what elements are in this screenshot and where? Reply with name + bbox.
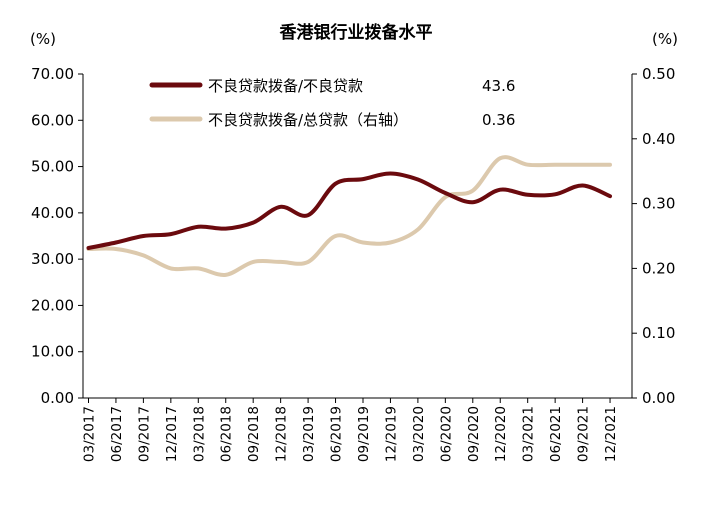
x-tick-label: 03/2020 bbox=[411, 406, 427, 462]
left-tick-label: 60.00 bbox=[31, 111, 74, 129]
legend-label-provision-to-loans: 不良贷款拨备/总贷款（右轴） bbox=[208, 111, 408, 129]
x-tick-label: 03/2019 bbox=[301, 406, 317, 462]
left-tick-label: 20.00 bbox=[31, 296, 74, 314]
right-tick-label: 0.20 bbox=[642, 259, 675, 277]
x-tick-label: 12/2020 bbox=[493, 406, 509, 462]
x-tick-label: 06/2017 bbox=[109, 406, 125, 462]
right-tick-label: 0.50 bbox=[642, 65, 675, 83]
chart-title: 香港银行业拨备水平 bbox=[280, 22, 433, 43]
legend-label-npl-coverage: 不良贷款拨备/不良贷款 bbox=[208, 77, 363, 95]
x-tick-label: 09/2021 bbox=[576, 406, 592, 462]
legend-value-npl-coverage: 43.6 bbox=[482, 77, 515, 95]
left-tick-label: 50.00 bbox=[31, 158, 74, 176]
x-tick-label: 06/2020 bbox=[438, 406, 454, 462]
left-axis-unit: (%) bbox=[30, 30, 56, 48]
left-tick-label: 0.00 bbox=[41, 389, 74, 407]
right-tick-label: 0.00 bbox=[642, 389, 675, 407]
x-tick-label: 03/2018 bbox=[191, 406, 207, 462]
x-tick-label: 09/2018 bbox=[246, 406, 262, 462]
series-line-npl-coverage bbox=[86, 171, 612, 250]
right-tick-label: 0.40 bbox=[642, 130, 675, 148]
legend-value-provision-to-loans: 0.36 bbox=[482, 111, 515, 129]
legend: 不良贷款拨备/不良贷款 43.6 不良贷款拨备/总贷款（右轴） 0.36 bbox=[149, 77, 515, 129]
x-tick-label: 12/2019 bbox=[383, 406, 399, 462]
right-axis-unit: (%) bbox=[652, 30, 678, 48]
x-tick-label: 06/2018 bbox=[219, 406, 235, 462]
right-tick-label: 0.30 bbox=[642, 195, 675, 213]
right-tick-label: 0.10 bbox=[642, 324, 675, 342]
x-tick-label: 03/2017 bbox=[81, 406, 97, 462]
x-tick-label: 09/2017 bbox=[136, 406, 152, 462]
x-tick-label: 12/2021 bbox=[603, 406, 619, 462]
x-tick-label: 09/2020 bbox=[466, 406, 482, 462]
x-tick-label: 03/2021 bbox=[521, 406, 537, 462]
axes: 0.00 10.00 20.00 30.00 40.00 50.00 60.00 70.00 0… bbox=[31, 65, 675, 462]
x-tick-label: 09/2019 bbox=[356, 406, 372, 462]
left-tick-label: 30.00 bbox=[31, 250, 74, 268]
left-tick-label: 70.00 bbox=[31, 65, 74, 83]
left-tick-label: 10.00 bbox=[31, 343, 74, 361]
x-tick-label: 12/2018 bbox=[274, 406, 290, 462]
series-line-provision-to-loans bbox=[86, 155, 612, 277]
x-tick-label: 12/2017 bbox=[164, 406, 180, 462]
x-tick-label: 06/2019 bbox=[329, 406, 345, 462]
series-layer bbox=[86, 155, 612, 277]
x-tick-label: 06/2021 bbox=[548, 406, 564, 462]
left-tick-label: 40.00 bbox=[31, 204, 74, 222]
